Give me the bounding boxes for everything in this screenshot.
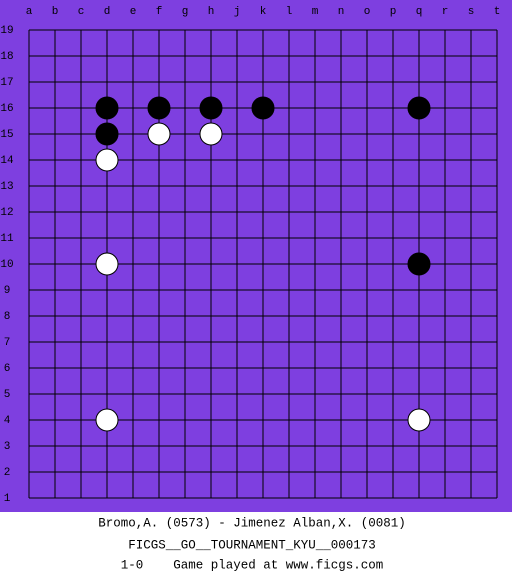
- row-label: 15: [0, 129, 13, 141]
- black-stone: [147, 96, 171, 120]
- white-stone: [199, 122, 223, 146]
- players: Bromo,A. (0573) - Jimenez Alban,X. (0081…: [98, 516, 406, 530]
- column-label: t: [494, 6, 501, 18]
- row-label: 11: [0, 233, 14, 245]
- black-stone: [407, 252, 431, 276]
- black-stone: [407, 96, 431, 120]
- column-label: a: [26, 6, 33, 18]
- white-stone: [147, 122, 171, 146]
- row-label: 14: [0, 155, 14, 167]
- white-stone: [407, 408, 431, 432]
- row-label: 7: [4, 337, 11, 349]
- black-stone: [199, 96, 223, 120]
- row-label: 19: [0, 25, 13, 37]
- event: FICGS__GO__TOURNAMENT_KYU__000173: [128, 538, 376, 552]
- column-label: q: [416, 6, 423, 18]
- column-label: g: [182, 6, 189, 18]
- column-label: c: [78, 6, 85, 18]
- row-label: 12: [0, 207, 13, 219]
- row-label: 4: [4, 415, 11, 427]
- row-label: 16: [0, 103, 13, 115]
- column-label: d: [104, 6, 111, 18]
- white-stone: [95, 148, 119, 172]
- column-label: k: [260, 6, 267, 18]
- row-label: 8: [4, 311, 11, 323]
- coordinates: a b c d e f g h j k l m n o p q r s t191817161514131211109…: [0, 6, 500, 505]
- white-stone: [95, 408, 119, 432]
- row-label: 1: [4, 493, 11, 505]
- row-label: 9: [4, 285, 11, 297]
- column-label: m: [312, 6, 319, 18]
- column-label: b: [52, 6, 59, 18]
- column-label: r: [442, 6, 449, 18]
- column-label: s: [468, 6, 475, 18]
- row-label: 6: [4, 363, 11, 375]
- column-label: e: [130, 6, 137, 18]
- white-stone: [95, 252, 119, 276]
- stones: [95, 96, 431, 432]
- column-label: f: [156, 6, 163, 18]
- row-label: 10: [0, 259, 13, 271]
- board-background: [0, 0, 512, 512]
- row-label: 2: [4, 467, 11, 479]
- row-label: 3: [4, 441, 11, 453]
- black-stone: [95, 122, 119, 146]
- column-label: j: [234, 6, 241, 18]
- black-stone: [251, 96, 275, 120]
- row-label: 13: [0, 181, 13, 193]
- column-label: l: [286, 6, 293, 18]
- column-label: h: [208, 6, 215, 18]
- column-label: o: [364, 6, 371, 18]
- row-label: 17: [0, 77, 13, 89]
- column-label: p: [390, 6, 397, 18]
- row-label: 18: [0, 51, 13, 63]
- black-stone: [95, 96, 119, 120]
- row-label: 5: [4, 389, 11, 401]
- column-label: n: [338, 6, 345, 18]
- result: 1-0 Game played at www.ficgs.com: [121, 558, 384, 572]
